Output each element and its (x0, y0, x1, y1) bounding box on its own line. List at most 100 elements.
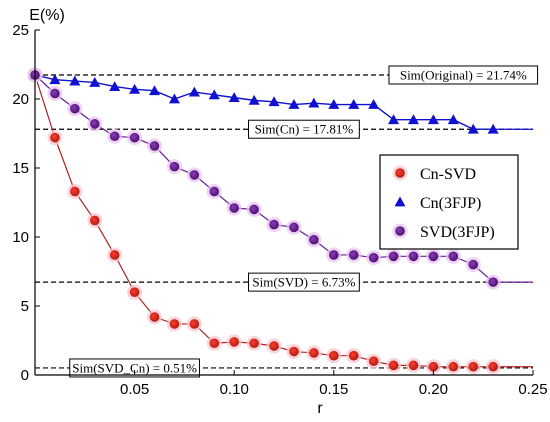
data-point (309, 234, 319, 245)
data-point (468, 361, 479, 372)
data-point (388, 360, 399, 371)
data-point (467, 123, 479, 134)
data-point (109, 81, 121, 91)
data-point (348, 350, 359, 361)
data-point (388, 251, 399, 262)
reference-label: Sim(Cn) = 17.81% (255, 122, 354, 137)
data-point (408, 360, 419, 371)
data-point (329, 250, 339, 260)
legend-label: Cn-SVD (420, 166, 476, 183)
data-point (269, 219, 279, 230)
data-point (89, 215, 100, 226)
legend-label: SVD(3FJP) (420, 224, 495, 241)
legend: Cn-SVD Cn(3FJP) SVD(3FJP) (379, 154, 519, 250)
data-point (228, 92, 240, 103)
data-point (208, 89, 220, 100)
data-point (189, 319, 200, 329)
data-point (448, 251, 459, 262)
data-point (209, 338, 220, 349)
data-point (427, 114, 439, 125)
reference-label: Sim(Original) = 21.74% (400, 67, 527, 82)
y-tick-label: 15 (12, 160, 29, 177)
data-point (288, 99, 300, 109)
data-point (89, 119, 100, 129)
data-point (269, 341, 279, 351)
data-point (368, 356, 379, 367)
data-point (348, 250, 359, 260)
data-point (309, 348, 319, 358)
data-point (488, 361, 498, 372)
data-point (168, 93, 180, 104)
x-axis-title: r (317, 400, 323, 417)
x-tick-label: 0.05 (120, 381, 149, 398)
y-tick-label: 10 (12, 229, 29, 246)
data-point (169, 161, 180, 172)
y-tick-label: 20 (12, 91, 29, 108)
data-point (149, 85, 161, 96)
data-point (448, 361, 459, 372)
data-point (487, 123, 499, 134)
axes: 0 5 10 15 20 25 0.05 0.10 0.15 0.20 0.25 E(%) r (12, 7, 547, 417)
data-point (169, 319, 180, 329)
data-point (149, 312, 160, 322)
data-point (70, 186, 80, 197)
data-point (229, 203, 239, 213)
data-point (149, 141, 160, 151)
y-axis-title: E(%) (29, 7, 65, 24)
reference-label-box (388, 65, 539, 85)
data-point (348, 99, 360, 109)
reference-label: Sim(SVD) = 6.73% (252, 275, 355, 290)
y-tick-label: 5 (21, 298, 29, 315)
reference-label-box (248, 119, 360, 139)
data-point (50, 88, 60, 99)
data-point (49, 74, 61, 85)
data-point (268, 96, 280, 107)
series-layer (27, 67, 533, 375)
reference-label: Sim(SVD_Cn) = 0.51% (72, 360, 197, 375)
data-point (289, 222, 299, 233)
data-point (408, 251, 419, 262)
data-point (329, 350, 339, 361)
series-line-Cn(3FJP) (34, 74, 494, 130)
data-point (308, 97, 320, 108)
data-point (289, 346, 299, 357)
data-point-legend (394, 196, 406, 207)
legend-label: Cn(3FJP) (420, 195, 481, 212)
data-point (447, 114, 459, 125)
data-point (50, 132, 60, 143)
data-point (129, 287, 140, 298)
data-point (109, 250, 120, 260)
data-point (368, 252, 379, 263)
data-point (328, 99, 340, 109)
data-point (69, 75, 81, 86)
reference-lines: Sim(Original) = 21.74% Sim(Cn) = 17.81% Si… (35, 65, 539, 378)
data-point (209, 186, 220, 197)
y-tick-label: 0 (21, 367, 29, 384)
data-point (428, 361, 439, 372)
data-point (249, 338, 259, 349)
data-point (189, 170, 200, 180)
data-point (368, 99, 380, 109)
data-point (488, 277, 498, 287)
data-point (248, 94, 260, 105)
data-point (428, 251, 439, 262)
x-tick-label: 0.20 (419, 381, 448, 398)
reference-label-box (69, 358, 200, 378)
x-tick-label: 0.25 (518, 381, 547, 398)
reference-label-box (248, 272, 360, 292)
data-point (407, 114, 419, 125)
data-point (89, 76, 101, 87)
data-point (188, 86, 200, 97)
x-tick-label: 0.15 (319, 381, 348, 398)
y-tick-label: 25 (12, 22, 29, 39)
data-point-legend (395, 168, 405, 178)
data-point (468, 259, 479, 270)
x-tick-label: 0.10 (220, 381, 249, 398)
data-point (129, 132, 140, 143)
data-point (229, 337, 239, 347)
data-point-legend (395, 226, 405, 236)
data-point (109, 131, 120, 142)
data-point (249, 204, 259, 215)
data-point (388, 114, 400, 125)
